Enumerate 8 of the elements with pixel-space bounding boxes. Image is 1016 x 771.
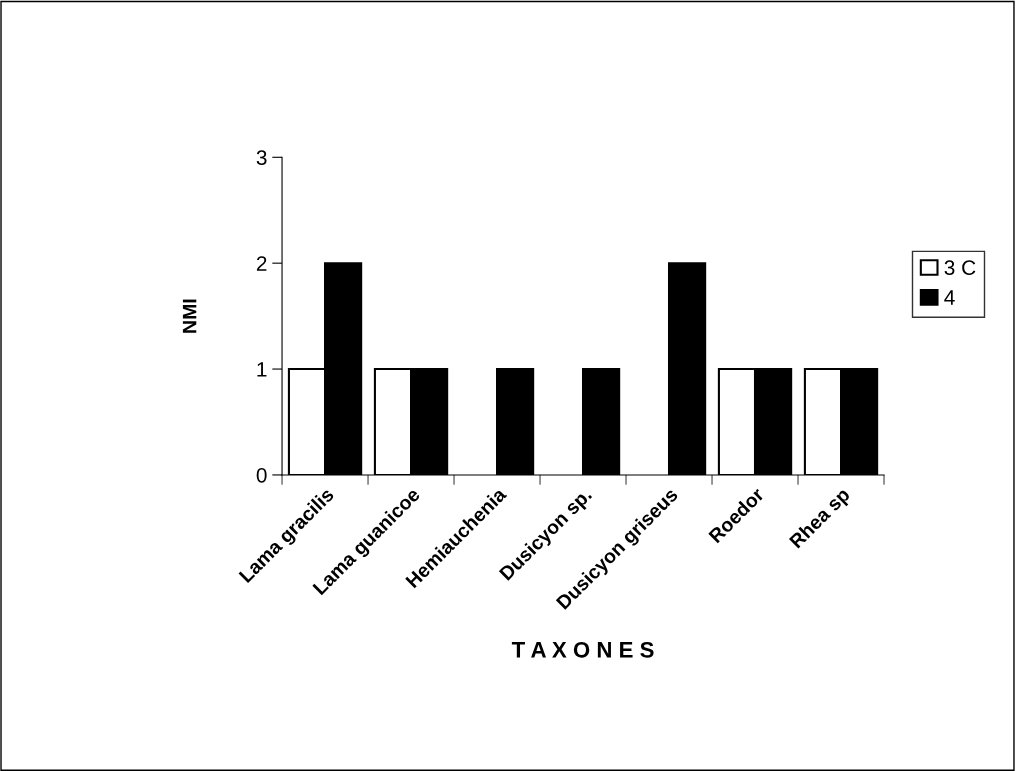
- y-tick-label: 3: [256, 150, 267, 166]
- legend-label: 4: [944, 290, 955, 305]
- y-tick-label: 2: [256, 256, 267, 271]
- y-tick-label: 0: [256, 467, 267, 483]
- x-axis-title: T A X O N E S: [511, 641, 654, 658]
- y-tick-label: 1: [257, 362, 267, 377]
- legend-label: 3 C: [944, 260, 976, 276]
- y-axis-title: NMI: [182, 299, 197, 333]
